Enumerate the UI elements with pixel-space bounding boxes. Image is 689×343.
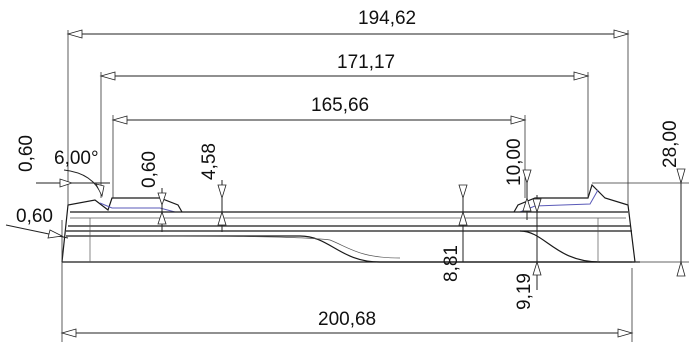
left-flange-accent [99,202,176,213]
label-0-60-left-side: 0,60 [16,206,53,227]
curved-underside-inner [119,235,401,259]
label-8-81: 8,81 [441,245,462,282]
label-10-00: 10,00 [504,138,525,186]
label-165-66: 165,66 [311,95,369,116]
label-9-19: 9,19 [514,273,535,310]
label-171-17: 171,17 [337,52,395,73]
label-200-68: 200,68 [318,309,376,330]
part-profile [61,183,640,263]
label-angle: 6,00° [54,148,99,169]
label-0-60-mid: 0,60 [139,151,160,188]
label-0-60-left-top: 0,60 [16,135,37,172]
label-194-62: 194,62 [358,8,416,29]
curved-underside [66,235,640,263]
extension-lines [61,30,689,342]
dimension-lines [5,29,686,338]
dimension-labels: 194,62 171,17 165,66 200,68 28,00 10,00 … [16,8,681,330]
right-flange-accent [519,189,599,213]
right-hump [519,230,601,263]
label-28-00: 28,00 [660,120,681,168]
left-flange [61,197,183,263]
label-4-58: 4,58 [199,143,220,180]
right-flange [513,183,636,263]
